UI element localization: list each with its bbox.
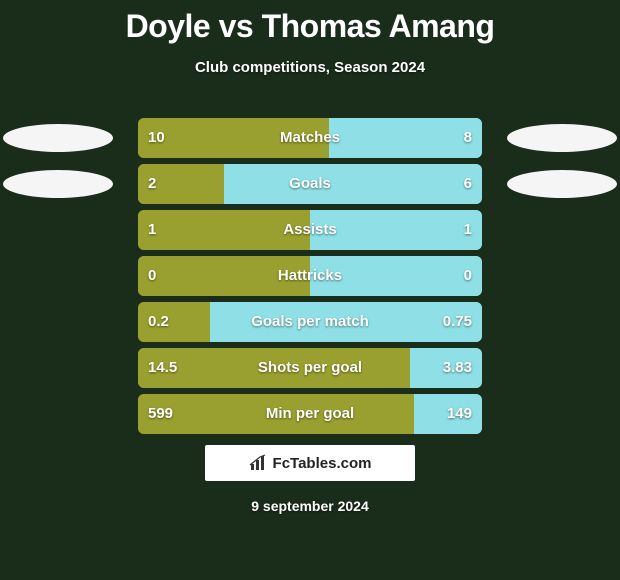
page-title: Doyle vs Thomas Amang	[0, 0, 620, 45]
player-avatar-left	[3, 170, 113, 198]
stat-bar: 26Goals	[138, 164, 482, 204]
player-avatar-right	[507, 124, 617, 152]
player-avatar-left	[3, 124, 113, 152]
chart-icon	[249, 454, 267, 472]
stat-row: 00Hattricks	[0, 256, 620, 296]
stat-row: 11Assists	[0, 210, 620, 250]
date-label: 9 september 2024	[0, 498, 620, 514]
stat-row: 599149Min per goal	[0, 394, 620, 434]
stat-bar: 00Hattricks	[138, 256, 482, 296]
stat-bar: 11Assists	[138, 210, 482, 250]
logo-text: FcTables.com	[273, 455, 372, 472]
comparison-chart: 108Matches 26Goals 11Assists 00Hattricks 0.2…	[0, 118, 620, 440]
stat-label: Hattricks	[138, 256, 482, 296]
subtitle: Club competitions, Season 2024	[0, 59, 620, 76]
stat-bar: 108Matches	[138, 118, 482, 158]
player-avatar-right	[507, 170, 617, 198]
stat-label: Shots per goal	[138, 348, 482, 388]
stat-label: Matches	[138, 118, 482, 158]
stat-label: Goals	[138, 164, 482, 204]
stat-label: Assists	[138, 210, 482, 250]
logo-badge: FcTables.com	[205, 445, 415, 481]
stat-row: 0.20.75Goals per match	[0, 302, 620, 342]
stat-row: 26Goals	[0, 164, 620, 204]
stat-bar: 14.53.83Shots per goal	[138, 348, 482, 388]
stat-bar: 0.20.75Goals per match	[138, 302, 482, 342]
stat-label: Goals per match	[138, 302, 482, 342]
stat-row: 108Matches	[0, 118, 620, 158]
stat-row: 14.53.83Shots per goal	[0, 348, 620, 388]
stat-bar: 599149Min per goal	[138, 394, 482, 434]
stat-label: Min per goal	[138, 394, 482, 434]
